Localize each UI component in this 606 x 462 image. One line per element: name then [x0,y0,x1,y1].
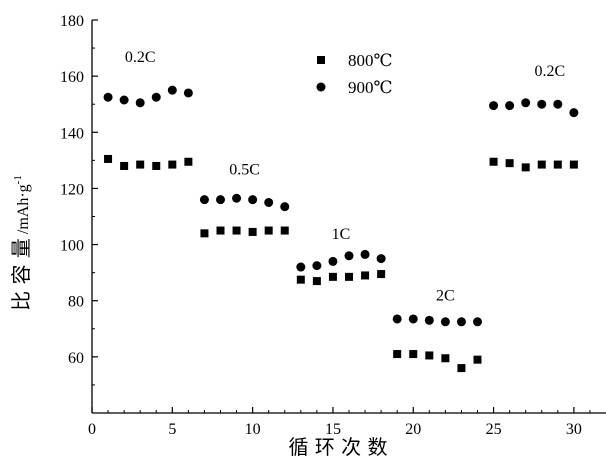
axis-ticks: 0 5 10 15 20 25 30 60 80 100 120 140 160 180 [60,13,591,438]
data-point-900c [183,88,193,98]
data-point-800c [553,160,562,169]
data-point-800c [361,271,370,280]
rate-label: 2C [436,288,455,305]
data-point-800c [537,160,546,169]
data-point-900c [521,98,531,108]
x-tick-label: 30 [566,421,582,438]
data-markers [103,85,579,373]
data-point-800c [280,226,289,235]
data-point-900c [505,101,515,111]
data-point-800c [328,272,337,281]
data-point-800c [457,364,466,373]
y-tick-label: 160 [60,69,84,86]
data-point-800c [473,355,482,364]
data-point-900c [280,202,290,212]
y-tick-label: 60 [68,350,84,367]
data-point-800c [441,354,450,363]
x-axis-title: 循 环 次 数 [288,435,387,459]
x-tick-label: 0 [88,421,96,438]
data-point-900c [103,92,113,102]
data-point-800c [505,159,514,168]
rate-label: 1C [332,226,351,243]
y-tick-label: 180 [60,13,84,30]
y-tick-label: 100 [60,238,84,255]
data-point-900c [312,261,322,271]
data-point-900c [408,314,418,324]
data-point-900c [328,256,338,266]
data-point-800c [136,160,145,169]
y-tick-label: 80 [68,294,84,311]
y-axis-title-main: 比 容 量 [9,238,33,311]
x-tick-label: 15 [325,421,341,438]
data-point-800c [569,160,578,169]
legend-label-800c: 800℃ [348,51,393,70]
data-point-800c [345,272,353,281]
data-point-900c [167,85,177,95]
data-point-800c [248,227,257,236]
data-point-800c [152,161,161,170]
data-point-900c [151,92,161,102]
data-point-900c [489,101,499,111]
data-point-900c [232,193,242,203]
data-point-900c [344,251,354,261]
data-point-900c [296,262,306,272]
data-point-800c [425,351,434,360]
data-point-900c [135,98,145,108]
legend-marker-800c [317,56,325,64]
rate-annotations: 0.2C 0.5C 1C 2C 0.2C [125,49,565,305]
data-point-900c [456,317,466,327]
rate-label: 0.2C [125,49,156,66]
data-point-800c [200,229,209,238]
data-point-900c [553,99,563,109]
data-point-800c [184,157,193,166]
data-point-900c [248,195,258,205]
data-point-900c [440,317,450,327]
x-tick-label: 20 [405,421,421,438]
rate-label: 0.2C [534,63,565,80]
y-tick-label: 120 [60,181,84,198]
y-axis-title: 比 容 量 /mAh·g-1 [9,175,33,311]
legend-marker-900c [316,82,326,92]
data-point-900c [392,314,402,324]
data-point-800c [216,226,225,235]
data-point-900c [199,195,209,205]
x-tick-label: 25 [486,421,502,438]
data-point-800c [377,270,386,279]
y-axis-title-unit: /mAh·g [15,184,32,238]
data-point-900c [216,195,225,205]
data-point-800c [409,350,418,359]
data-point-800c [104,154,113,163]
data-point-900c [473,317,482,327]
y-tick-label: 140 [60,125,84,142]
data-point-900c [569,108,579,118]
legend-label-900c: 900℃ [348,78,393,97]
data-point-800c [168,160,177,169]
data-point-800c [489,157,498,166]
data-point-900c [376,254,386,264]
data-point-900c [360,249,370,259]
data-point-800c [232,226,241,235]
data-point-900c [264,197,274,207]
x-tick-label: 5 [168,421,176,438]
legend: 800℃ 900℃ [316,51,393,97]
data-point-800c [264,226,273,235]
data-point-900c [119,95,129,105]
data-point-800c [312,277,321,286]
data-point-900c [424,315,434,325]
data-point-900c [537,99,547,109]
data-point-800c [521,163,530,172]
x-tick-label: 10 [245,421,261,438]
rate-label: 0.5C [229,161,260,178]
y-axis-title-exponent: -1 [12,175,24,184]
data-point-800c [296,275,305,284]
data-point-800c [393,350,402,359]
data-point-800c [120,161,129,170]
